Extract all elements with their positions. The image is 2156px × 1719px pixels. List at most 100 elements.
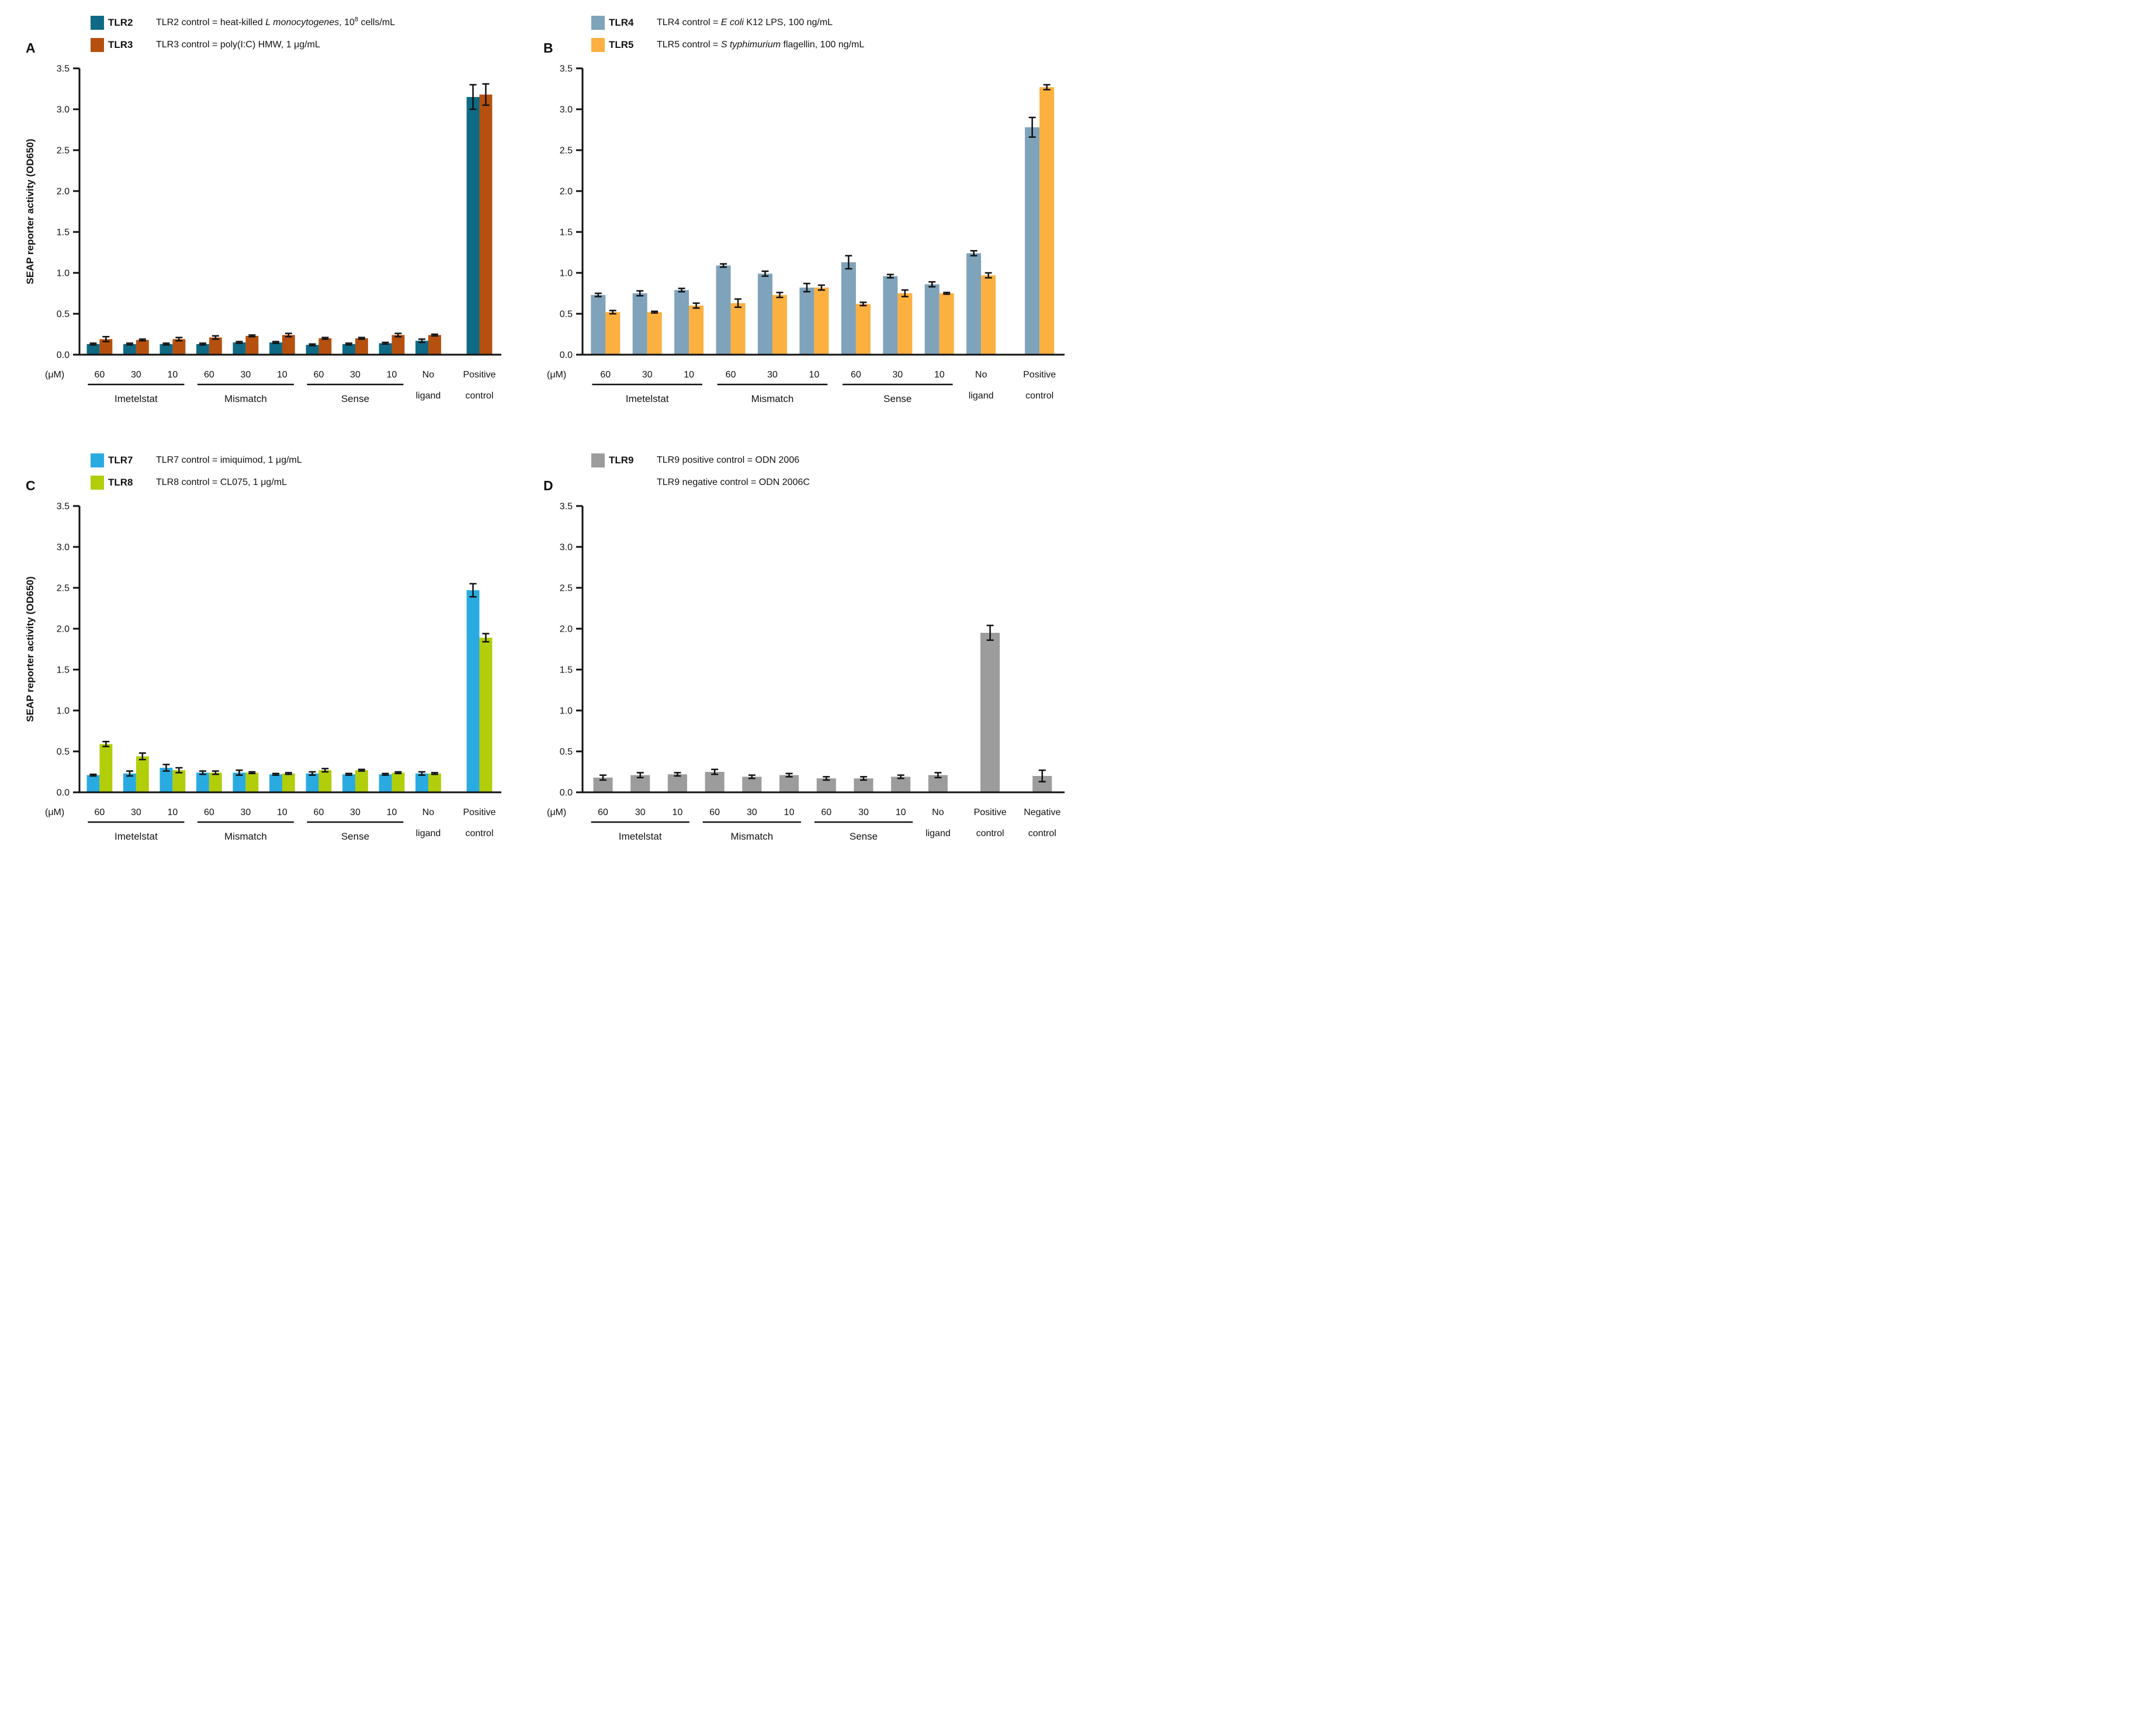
bar-TLR8-4 — [245, 772, 259, 792]
error-bar-TLR8-6 — [321, 768, 329, 773]
bar-TLR3-6 — [318, 338, 332, 355]
error-bar-TLR8-0 — [102, 740, 110, 747]
error-bar-TLR5-10 — [1043, 84, 1051, 91]
bar-TLR7-10 — [466, 590, 480, 792]
group-label: Imetelstat — [619, 831, 662, 842]
group-label: Imetelstat — [115, 393, 158, 404]
legend-swatch-icon — [91, 453, 104, 467]
error-bar-TLR3-2 — [175, 337, 183, 342]
error-bar-TLR9-10 — [986, 625, 994, 641]
bar-TLR9-8 — [891, 777, 911, 792]
error-bar-TLR7-5 — [272, 772, 279, 776]
error-bar-TLR2-2 — [162, 342, 170, 346]
bar-chart-c: 0.0 0.5 1.0 1.5 2.0 2.5 3.0 3.5 SEAP reporter ac… — [25, 502, 501, 842]
legend-description: TLR5 control = S typhimurium flagellin, … — [657, 40, 865, 50]
error-bar-TLR5-4 — [776, 292, 784, 299]
category-label: Negative — [1024, 807, 1060, 817]
group-label: Imetelstat — [115, 831, 158, 842]
legend-swatch-icon — [91, 38, 104, 52]
category-label-line2: ligand — [416, 391, 441, 401]
y-tick-label: 2.5 — [560, 146, 573, 156]
error-bar-TLR5-6 — [859, 301, 867, 307]
panel-label-b: B — [543, 40, 553, 56]
bar-TLR7-5 — [269, 774, 282, 792]
bar-TLR5-8 — [939, 293, 954, 355]
y-tick-label: 3.0 — [560, 105, 573, 115]
y-tick-label: 2.5 — [57, 584, 70, 594]
bar-TLR5-1 — [647, 312, 662, 355]
legend-description: TLR7 control = imiquimod, 1 μg/mL — [156, 455, 302, 465]
bar-TLR2-8 — [379, 343, 392, 355]
y-tick-label: 1.5 — [560, 228, 573, 238]
bar-TLR3-2 — [172, 339, 186, 355]
category-label: 30 — [241, 370, 251, 380]
legend-series-name: TLR9 — [609, 455, 634, 466]
error-bar-TLR4-8 — [928, 281, 936, 288]
bar-TLR2-4 — [233, 342, 246, 355]
error-bar-TLR9-11 — [1038, 769, 1046, 783]
bar-TLR3-8 — [391, 335, 405, 355]
category-label: 10 — [387, 807, 397, 817]
bar-TLR2-2 — [160, 344, 173, 355]
bar-TLR5-4 — [772, 294, 787, 355]
bar-chart-b: 0.0 0.5 1.0 1.5 2.0 2.5 3.0 3.5 (μM) 60 30 10 60 30 10… — [547, 64, 1065, 404]
group-label: Mismatch — [224, 393, 267, 404]
bar-TLR4-1 — [632, 293, 647, 355]
bar-TLR7-3 — [196, 772, 209, 792]
bar-TLR4-3 — [716, 265, 731, 355]
category-label: 30 — [635, 807, 646, 817]
y-tick-label: 2.0 — [560, 187, 573, 197]
axis-lines — [78, 68, 501, 356]
category-label: 30 — [858, 807, 869, 817]
error-bar-TLR8-7 — [358, 768, 365, 772]
bar-TLR8-1 — [136, 756, 149, 792]
bar-TLR4-5 — [799, 287, 814, 355]
group-label: Sense — [341, 393, 369, 404]
error-bar-TLR5-5 — [817, 284, 825, 291]
bar-TLR7-9 — [415, 773, 428, 792]
bar-TLR8-8 — [391, 772, 405, 792]
bar-TLR4-4 — [758, 273, 772, 355]
bar-TLR3-3 — [209, 337, 222, 355]
error-bar-TLR4-2 — [678, 287, 685, 293]
error-bar-TLR9-8 — [897, 774, 904, 779]
bar-TLR9-6 — [816, 778, 836, 792]
bar-TLR2-5 — [269, 342, 282, 355]
y-tick-label: 2.5 — [57, 146, 70, 156]
y-tick-label: 3.5 — [57, 64, 70, 74]
bar-TLR5-9 — [981, 275, 996, 355]
category-label-line2: ligand — [926, 829, 951, 838]
category-label: 60 — [709, 807, 720, 817]
y-tick-label: 0.0 — [57, 351, 70, 361]
axis-lines — [78, 506, 501, 793]
group-label: Mismatch — [751, 393, 794, 404]
y-axis-title: SEAP reporter activity (OD650) — [25, 138, 36, 284]
error-bar-TLR2-7 — [345, 342, 353, 346]
error-bar-TLR3-5 — [285, 332, 292, 338]
panel-a: A TLR2 TLR2 control = heat-killed L monoc… — [0, 0, 539, 429]
bar-TLR8-2 — [172, 770, 186, 792]
category-label: Positive — [974, 807, 1007, 817]
category-label: 30 — [350, 807, 361, 817]
group-label: Mismatch — [730, 831, 773, 842]
unit-label: (μM) — [45, 370, 64, 380]
error-bar-TLR8-1 — [138, 752, 146, 761]
bar-TLR7-8 — [379, 774, 392, 792]
category-label-line2: control — [465, 391, 493, 401]
category-label: 60 — [726, 370, 736, 380]
bar-TLR3-1 — [136, 339, 149, 355]
category-label: 10 — [168, 370, 178, 380]
bar-TLR8-6 — [318, 770, 332, 792]
legend-description: TLR3 control = poly(I:C) HMW, 1 μg/mL — [156, 40, 320, 50]
error-bar-TLR7-1 — [126, 770, 133, 777]
error-bar-TLR3-8 — [394, 332, 402, 338]
y-tick-label: 0.0 — [57, 788, 70, 798]
error-bar-TLR7-6 — [309, 771, 316, 776]
bar-TLR7-1 — [123, 773, 136, 792]
legend-series-name: TLR5 — [609, 39, 634, 50]
category-label: 10 — [784, 807, 795, 817]
legend-series-name: TLR4 — [609, 17, 634, 28]
bar-TLR9-2 — [667, 774, 687, 792]
bar-TLR5-2 — [689, 306, 704, 355]
error-bar-TLR2-1 — [126, 342, 133, 346]
